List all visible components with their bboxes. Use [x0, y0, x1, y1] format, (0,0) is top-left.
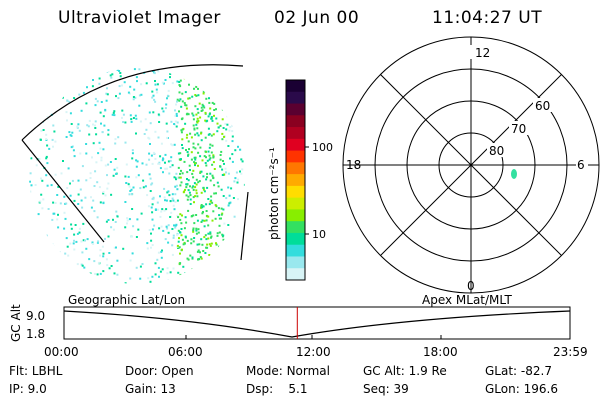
lat-label-80: 80	[489, 144, 504, 158]
time-tick-0000: 00:00	[44, 345, 79, 359]
date-label: 02 Jun 00	[274, 8, 360, 28]
aurora-spot	[511, 169, 517, 179]
info-door-value: Open	[161, 364, 194, 378]
info-ip-value: 9.0	[27, 382, 47, 396]
time-tick-0600: 06:00	[168, 345, 203, 359]
info-gain-label: Gain:	[125, 382, 157, 396]
alt-axis-label: GC Alt	[9, 304, 23, 342]
info-mode-value: Normal	[286, 364, 330, 378]
info-flt: Flt: LBHL	[9, 364, 62, 378]
earth-limb-arc	[21, 64, 244, 141]
info-glon-label: GLon:	[485, 382, 520, 396]
mlt-label-6: 6	[577, 158, 585, 172]
timeline-right-title: Apex MLat/MLT	[422, 293, 512, 307]
info-door: Door: Open	[125, 364, 194, 378]
altitude-timeline: 9.0 1.8 GC Alt	[9, 304, 571, 342]
colorbar-unit-label: photon cm⁻²s⁻¹	[267, 147, 281, 240]
earth-limb-edge	[21, 139, 105, 243]
info-flt-label: Flt:	[9, 364, 28, 378]
info-flt-value: LBHL	[31, 364, 63, 378]
time-tick-1800: 18:00	[423, 345, 458, 359]
alt-tick-high: 9.0	[26, 309, 45, 323]
mlt-label-0: 0	[467, 279, 475, 293]
info-glat: GLat: -82.7	[485, 364, 552, 378]
mlt-label-12: 12	[475, 46, 490, 60]
info-gain: Gain: 13	[125, 382, 176, 396]
earth-limb-right	[240, 191, 249, 261]
info-gcalt-value: 1.9 Re	[408, 364, 447, 378]
info-seq-label: Seq:	[363, 382, 390, 396]
info-gcalt: GC Alt: 1.9 Re	[363, 364, 447, 378]
info-gain-value: 13	[160, 382, 176, 396]
polar-plot	[342, 36, 600, 294]
info-door-label: Door:	[125, 364, 158, 378]
info-glat-value: -82.7	[520, 364, 552, 378]
info-mode-label: Mode:	[246, 364, 283, 378]
image-panels: 100 10 photon cm⁻²s⁻¹ 12 18 6 0 60 70 80	[21, 36, 600, 294]
info-dsp-value: 5.1	[288, 382, 308, 396]
info-seq-value: 39	[393, 382, 409, 396]
info-glon-value: 196.6	[523, 382, 558, 396]
colorbar-tick-100: 100	[312, 141, 333, 154]
timeline-left-title: Geographic Lat/Lon	[68, 293, 186, 307]
info-dsp-label: Dsp:	[246, 382, 274, 396]
time-tick-1200: 12:00	[296, 345, 331, 359]
alt-tick-low: 1.8	[26, 327, 45, 341]
polar-labels: 12 18 6 0 60 70 80	[346, 45, 588, 293]
mlt-label-18: 18	[346, 158, 361, 172]
info-dsp: Dsp: 5.1	[246, 382, 308, 396]
uv-image	[21, 64, 249, 284]
colorbar-tick-10: 10	[312, 228, 326, 241]
info-ip: IP: 9.0	[9, 382, 47, 396]
info-mode: Mode: Normal	[246, 364, 330, 378]
lat-label-70: 70	[511, 122, 526, 136]
altitude-curve	[63, 310, 571, 338]
color-bar: 100 10 photon cm⁻²s⁻¹	[267, 79, 333, 281]
time-label: 11:04:27 UT	[432, 8, 543, 28]
info-ip-label: IP:	[9, 382, 24, 396]
lat-label-60: 60	[535, 99, 550, 113]
info-seq: Seq: 39	[363, 382, 409, 396]
time-tick-2359: 23:59	[553, 345, 588, 359]
info-gcalt-label: GC Alt:	[363, 364, 405, 378]
info-glon: GLon: 196.6	[485, 382, 558, 396]
instrument-title: Ultraviolet Imager	[58, 8, 221, 28]
info-glat-label: GLat:	[485, 364, 518, 378]
